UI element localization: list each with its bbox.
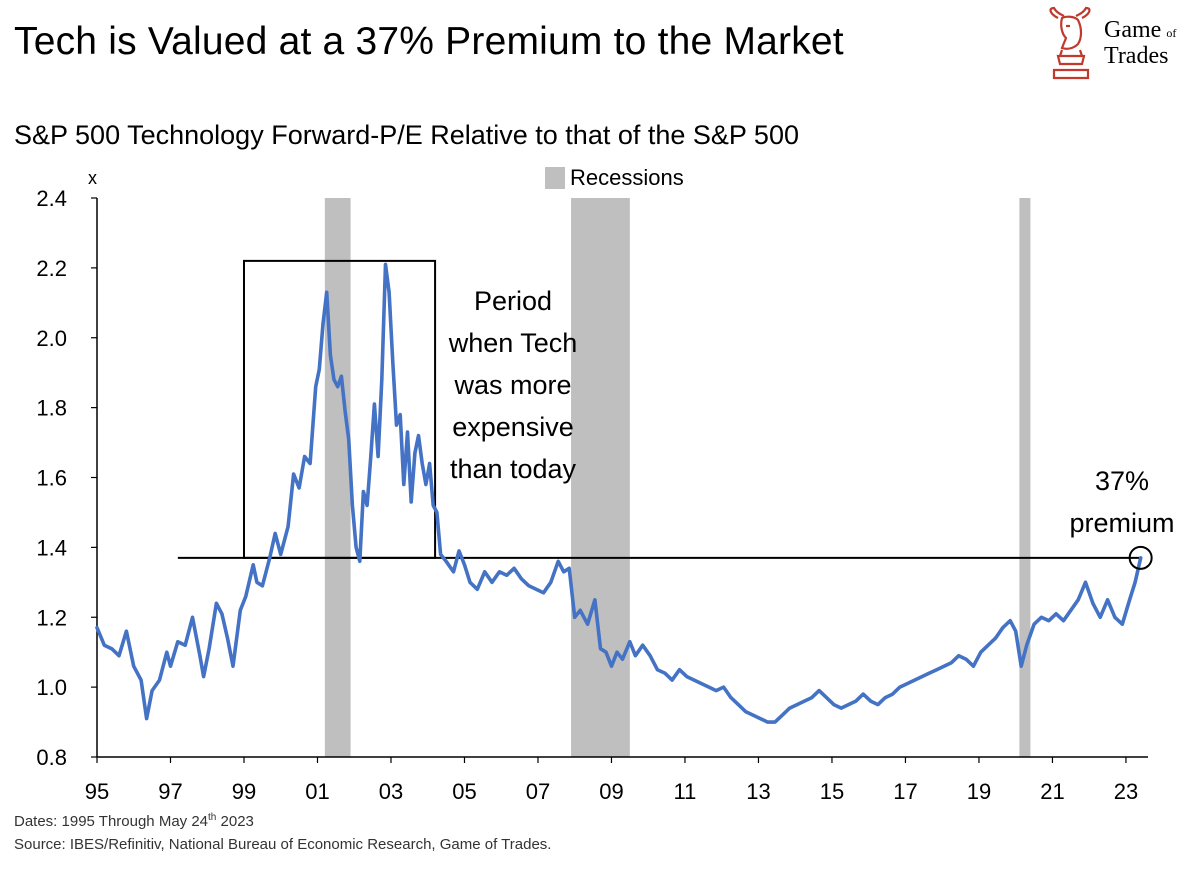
x-tick-label: 13 — [746, 779, 770, 804]
x-tick-label: 99 — [232, 779, 256, 804]
recession-band-0 — [324, 198, 351, 757]
chart-subtitle: S&P 500 Technology Forward-P/E Relative … — [14, 120, 799, 150]
footer-dates-prefix: Dates: 1995 Through May 24 — [14, 813, 209, 830]
footer-dates-suffix: 2023 — [216, 813, 254, 830]
y-tick-label: 1.8 — [36, 396, 67, 421]
y-tick-label: 0.8 — [36, 745, 67, 770]
chart-title: Tech is Valued at a 37% Premium to the M… — [14, 20, 844, 63]
y-tick-label: 1.2 — [36, 605, 67, 630]
recession-bands — [324, 198, 1031, 757]
annotation-premium-line: 37% — [1095, 466, 1149, 496]
annotation-premium-line: premium — [1069, 508, 1174, 538]
y-tick-label: 2.2 — [36, 256, 67, 281]
x-tick-label: 19 — [967, 779, 991, 804]
game-of-trades-logo — [1040, 4, 1190, 84]
annotation-expensive-line: than today — [450, 454, 577, 484]
x-tick-label: 03 — [379, 779, 403, 804]
y-tick-label: 1.4 — [36, 535, 67, 560]
y-tick-label: 1.6 — [36, 466, 67, 491]
y-axis-unit-label: x — [88, 168, 97, 188]
x-tick-label: 97 — [158, 779, 182, 804]
y-tick-label: 2.0 — [36, 326, 67, 351]
annotation-expensive-line: expensive — [452, 412, 574, 442]
logo-word-game: Game — [1104, 17, 1162, 43]
x-tick-label: 15 — [820, 779, 844, 804]
recession-band-2 — [1019, 198, 1031, 757]
series-line-0 — [95, 262, 1143, 724]
annotation-expensive-line: was more — [453, 370, 571, 400]
legend-swatch-recessions — [545, 167, 565, 189]
x-tick-label: 01 — [305, 779, 329, 804]
series-layer — [95, 262, 1143, 724]
x-tick-label: 09 — [599, 779, 623, 804]
x-tick-label: 05 — [452, 779, 476, 804]
annotation-expensive-line: Period — [474, 286, 552, 316]
axes: 0.8 1.0 1.2 1.4 1.6 1.8 2.0 2.2 2.4 x 95 97 99 01 03 05… — [36, 165, 1148, 804]
current-value-marker — [1128, 545, 1153, 570]
x-tick-label: 23 — [1114, 779, 1138, 804]
y-tick-label: 1.0 — [36, 675, 67, 700]
footer-source: Source: IBES/Refinitiv, National Bureau … — [14, 836, 552, 853]
x-tick-label: 11 — [674, 779, 697, 804]
logo-word-trades: Trades — [1104, 43, 1169, 69]
footer-dates-sup: th — [208, 812, 217, 823]
legend-label-recessions: Recessions — [570, 165, 684, 190]
x-tick-label: 07 — [526, 779, 550, 804]
annotation-layer: Period when Tech was more expensive than tod… — [448, 286, 1175, 570]
reference-layer — [177, 259, 1141, 559]
y-tick-label: 2.4 — [36, 186, 67, 211]
x-tick-label: 17 — [893, 779, 917, 804]
x-tick-label: 21 — [1040, 779, 1064, 804]
x-tick-label: 95 — [85, 779, 109, 804]
footer-dates: Dates: 1995 Through May 24th 2023 — [14, 812, 254, 830]
bull-knight-icon — [1049, 6, 1091, 80]
recession-band-1 — [571, 198, 630, 757]
highlight-box — [242, 259, 437, 559]
annotation-expensive-line: when Tech — [448, 328, 578, 358]
logo-word-of: of — [1166, 26, 1177, 40]
